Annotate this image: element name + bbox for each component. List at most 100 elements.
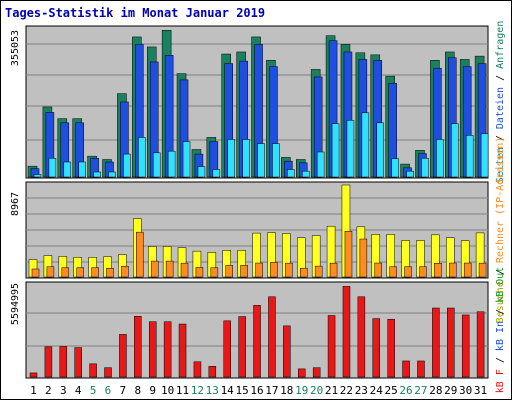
bar-seiten-day-26: [406, 170, 414, 178]
x-label-day-17: 17: [265, 384, 278, 397]
bar-seiten-day-28: [436, 139, 444, 178]
bar-seiten-day-25: [391, 158, 399, 178]
bar-rechner-day-24: [374, 262, 383, 278]
bar-kbf-day-12: [193, 361, 202, 378]
bar-kbf-day-14: [223, 320, 231, 378]
bar-rechner-day-6: [106, 268, 114, 278]
bar-kbf-day-19: [298, 368, 306, 378]
bar-seiten-day-9: [152, 152, 161, 178]
x-label-day-24: 24: [370, 384, 384, 397]
bar-rechner-day-29: [449, 262, 457, 278]
panel-top: 355053: [10, 25, 489, 179]
right-legend-bot-part-2: kB In: [495, 321, 506, 351]
bar-rechner-day-23: [359, 238, 368, 278]
x-label-day-5: 5: [90, 384, 97, 397]
bar-kbf-day-18: [283, 325, 291, 378]
bar-seiten-day-23: [361, 112, 370, 178]
bar-seiten-day-22: [346, 120, 355, 178]
bar-kbf-day-21: [327, 315, 336, 378]
x-label-day-6: 6: [105, 384, 112, 397]
x-label-day-2: 2: [45, 384, 52, 397]
bar-rechner-day-18: [285, 262, 293, 278]
x-label-day-8: 8: [134, 384, 141, 397]
right-legend-top-part-2: Dateien: [495, 87, 506, 129]
bar-rechner-day-12: [195, 267, 204, 278]
right-legend-mid-part-1: /: [495, 263, 506, 281]
x-label-day-9: 9: [149, 384, 156, 397]
bar-seiten-day-27: [421, 157, 429, 178]
x-label-day-28: 28: [429, 384, 442, 397]
bar-seiten-day-5: [93, 171, 101, 178]
bar-kbf-day-23: [357, 296, 366, 378]
right-legend-top: Seiten / Dateien / Anfragen: [495, 21, 506, 184]
bar-rechner-day-13: [210, 267, 219, 278]
bar-rechner-day-26: [404, 266, 412, 278]
right-legend-bot-part-1: /: [495, 351, 506, 369]
chart-panels: 355053 8967 5594995: [10, 25, 489, 379]
bar-seiten-day-4: [78, 161, 86, 178]
x-label-day-30: 30: [459, 384, 472, 397]
bar-seiten-day-19: [302, 170, 310, 178]
bar-kbf-day-9: [148, 321, 157, 378]
bar-rechner-day-5: [91, 267, 99, 278]
bar-kbf-day-3: [59, 346, 68, 378]
bar-seiten-day-29: [451, 123, 459, 178]
x-label-day-21: 21: [325, 384, 338, 397]
bar-seiten-day-8: [138, 137, 146, 178]
x-label-day-19: 19: [295, 384, 308, 397]
x-label-day-13: 13: [206, 384, 219, 397]
bar-seiten-day-21: [331, 123, 340, 178]
x-label-day-15: 15: [235, 384, 248, 397]
bar-seiten-day-1: [33, 174, 42, 178]
bar-rechner-day-2: [46, 266, 55, 278]
x-label-day-16: 16: [250, 384, 263, 397]
bar-rechner-day-31: [478, 262, 487, 278]
right-legend-bot-part-3: /: [495, 303, 506, 321]
bar-rechner-day-9: [150, 260, 159, 278]
bar-rechner-day-16: [255, 262, 263, 278]
bar-rechner-day-10: [165, 260, 174, 278]
bar-kbf-day-22: [342, 286, 351, 378]
x-label-day-26: 26: [399, 384, 412, 397]
bar-kbf-day-27: [417, 360, 425, 378]
panel-bot: 5594995: [10, 281, 489, 379]
bar-rechner-day-22: [344, 230, 353, 278]
bar-kbf-day-5: [89, 363, 97, 378]
bar-kbf-day-25: [387, 318, 395, 378]
bar-rechner-day-30: [463, 262, 472, 278]
right-legend-top-part-3: /: [495, 69, 506, 87]
x-axis-day-labels: 1 2 3 4 5 6 7 8 9 10 11 12 13 14 15 16 17 18 19 20 21 22 23 24 2…: [30, 384, 487, 397]
bar-kbf-day-11: [178, 323, 187, 378]
x-label-day-25: 25: [385, 384, 398, 397]
bar-seiten-day-18: [287, 169, 295, 178]
bar-seiten-day-10: [167, 150, 176, 178]
right-legend-mid-part-0: Besuche: [495, 281, 506, 323]
x-label-day-1: 1: [30, 384, 37, 397]
right-legend-top-part-1: /: [495, 129, 506, 147]
bar-rechner-day-17: [270, 262, 278, 278]
bar-seiten-day-20: [316, 151, 325, 178]
bar-kbf-day-15: [238, 316, 246, 378]
bar-seiten-day-14: [227, 139, 235, 178]
bar-seiten-day-3: [63, 161, 72, 178]
bar-kbf-day-8: [134, 315, 142, 378]
x-label-day-4: 4: [75, 384, 82, 397]
bar-rechner-day-14: [225, 265, 233, 278]
bar-rechner-day-7: [121, 265, 129, 278]
bar-rechner-day-3: [61, 267, 70, 278]
right-legend-bot-part-4: kB Out: [495, 267, 506, 303]
bar-seiten-day-7: [123, 153, 131, 178]
bar-seiten-day-15: [242, 139, 250, 178]
x-label-day-3: 3: [60, 384, 67, 397]
x-label-day-18: 18: [280, 384, 293, 397]
x-label-day-20: 20: [310, 384, 323, 397]
x-label-day-27: 27: [414, 384, 427, 397]
chart-title: Tages-Statistik im Monat Januar 2019: [5, 6, 265, 20]
bar-seiten-day-17: [272, 143, 280, 178]
panel-top-ymax-label: 355053: [10, 30, 21, 66]
panel-mid: 8967: [10, 181, 489, 279]
bar-seiten-day-16: [257, 143, 265, 178]
x-label-day-31: 31: [474, 384, 487, 397]
bar-kbf-day-6: [104, 367, 112, 378]
